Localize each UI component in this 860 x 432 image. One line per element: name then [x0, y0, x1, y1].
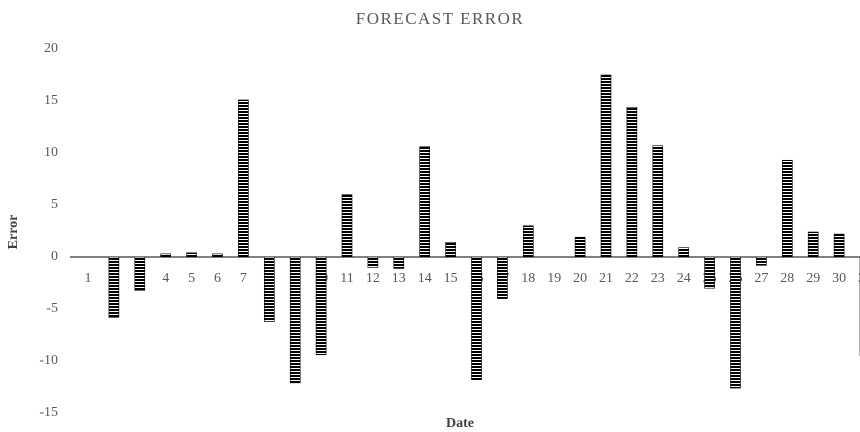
- chart-title: FORECAST ERROR: [356, 9, 525, 28]
- bar: [730, 256, 741, 389]
- bar: [238, 99, 249, 258]
- x-tick-label: 1: [85, 271, 92, 286]
- bar: [471, 256, 482, 381]
- y-tick-label: 20: [44, 41, 58, 56]
- bar: [574, 236, 586, 258]
- y-tick-label: 10: [44, 145, 58, 160]
- bar: [212, 253, 223, 258]
- x-tick-label: 18: [521, 271, 535, 286]
- x-tick-label: 20: [573, 271, 587, 286]
- x-tick-label: 30: [832, 271, 846, 286]
- bar: [497, 256, 508, 299]
- bar: [341, 194, 353, 258]
- bar: [160, 253, 171, 258]
- bar: [315, 256, 327, 356]
- bar: [289, 256, 301, 384]
- bar: [445, 242, 456, 258]
- bar: [367, 256, 379, 268]
- y-tick-label: 0: [51, 249, 58, 264]
- bar: [522, 225, 534, 258]
- x-tick-label: 13: [392, 271, 406, 286]
- bar: [186, 252, 197, 258]
- x-tick-label: 31: [858, 271, 860, 286]
- x-tick-label: 27: [754, 271, 768, 286]
- bar: [626, 106, 638, 258]
- bar: [393, 256, 405, 269]
- bar: [134, 256, 146, 291]
- y-axis-title: Error: [6, 215, 21, 250]
- y-tick-label: 15: [44, 93, 58, 108]
- x-tick-label: 19: [547, 271, 561, 286]
- x-tick-label: 24: [677, 271, 691, 286]
- x-tick-label: 4: [162, 271, 169, 286]
- x-tick-label: 14: [418, 271, 432, 286]
- y-tick-label: -15: [39, 405, 58, 420]
- bar: [263, 256, 275, 322]
- bar: [600, 74, 612, 258]
- x-tick-label: 28: [780, 271, 794, 286]
- x-tick-label: 6: [214, 271, 221, 286]
- bar: [652, 145, 664, 258]
- bar: [833, 233, 845, 258]
- x-tick-label: 15: [444, 271, 458, 286]
- x-tick-label: 23: [651, 271, 665, 286]
- x-axis-title: Date: [446, 416, 474, 431]
- bar: [781, 159, 793, 258]
- y-tick-label: -10: [39, 353, 58, 368]
- bar: [419, 146, 431, 258]
- y-tick-label: 5: [51, 197, 58, 212]
- bar: [807, 231, 819, 258]
- x-tick-label: 21: [599, 271, 613, 286]
- x-tick-label: 22: [625, 271, 639, 286]
- x-tick-label: 7: [240, 271, 247, 286]
- x-tick-label: 11: [340, 271, 353, 286]
- y-tick-label: -5: [46, 301, 58, 316]
- bar: [704, 256, 715, 289]
- x-tick-label: 5: [188, 271, 195, 286]
- x-tick-label: 29: [806, 271, 820, 286]
- bar: [678, 247, 690, 258]
- bar: [108, 256, 120, 318]
- bar: [756, 256, 767, 266]
- x-tick-label: 12: [366, 271, 380, 286]
